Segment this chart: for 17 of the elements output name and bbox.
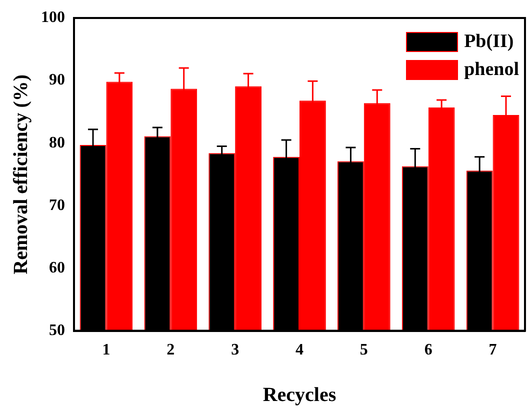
y-axis-title: Removal efficiency (%): [10, 74, 32, 274]
legend-label: Pb(II): [464, 31, 514, 53]
x-tick-label: 6: [424, 342, 432, 359]
x-tick-label: 4: [296, 342, 304, 359]
y-tick-label: 80: [49, 134, 65, 152]
y-tick-label: 50: [49, 322, 65, 339]
x-axis-title: Recycles: [262, 384, 336, 406]
x-tick-label: 7: [488, 342, 497, 359]
y-tick-label: 100: [41, 9, 65, 26]
x-tick-label: 3: [231, 342, 240, 359]
y-tick-label: 70: [49, 196, 65, 214]
y-tick-label: 90: [49, 72, 65, 89]
x-tick-label: 1: [102, 342, 110, 359]
x-tick-label: 2: [166, 342, 175, 359]
x-tick-label: 5: [360, 342, 368, 359]
y-tick-label: 60: [49, 259, 65, 276]
legend-label: phenol: [464, 59, 519, 81]
